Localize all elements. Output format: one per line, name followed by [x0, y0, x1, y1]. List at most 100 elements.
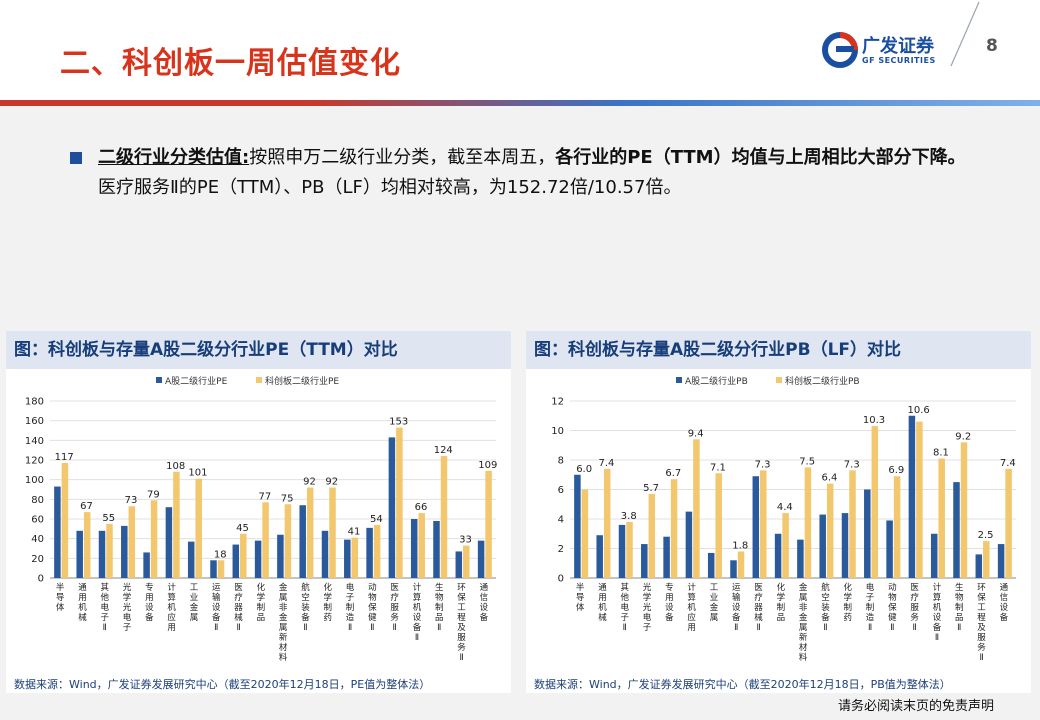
x-tick-label: 化学制药 [843, 582, 852, 623]
x-tick-label: 金属非金属新材料 [799, 582, 808, 663]
disclaimer: 请务必阅读末页的免责声明 [838, 699, 995, 714]
bar-star [1005, 468, 1012, 578]
bar-a-share [864, 489, 871, 578]
bar-star [373, 524, 381, 578]
data-label: 33 [459, 535, 472, 546]
header-divider [950, 1, 980, 67]
bar-star [893, 476, 901, 578]
data-label: 9.2 [955, 431, 971, 442]
bar-star [670, 479, 678, 578]
bar-a-share [187, 541, 195, 578]
y-tick-label: 0 [558, 574, 564, 585]
data-label: 6.9 [888, 465, 904, 476]
bar-a-share [975, 554, 983, 578]
bar-a-share [477, 540, 485, 578]
x-tick-label: 工业金属 [190, 583, 199, 623]
x-tick-label: 动物保健 Ⅱ [888, 582, 897, 633]
logo-text: 广发证券 [862, 36, 934, 57]
company-logo: 广发证券 GF SECURITIES [822, 32, 952, 72]
x-tick-label: 通信设备 [1000, 582, 1009, 623]
bar-star [760, 470, 767, 578]
x-tick-label: 生物制品 Ⅱ [435, 582, 444, 633]
bar-a-share [797, 539, 804, 578]
bar-star [983, 541, 990, 578]
y-tick-label: 160 [25, 416, 44, 427]
data-label: 45 [236, 523, 249, 534]
y-tick-label: 180 [25, 397, 44, 408]
bar-a-share [455, 551, 463, 578]
data-label: 3.8 [621, 511, 637, 522]
data-label: 92 [303, 477, 316, 488]
pe-chart: A股二级行业PE 科创板二级行业PE 0 20 40 60 80 100 120 140 160 18… [25, 375, 497, 663]
bar-star [804, 467, 812, 578]
bar-star [603, 468, 611, 578]
legend-swatch-0 [156, 377, 162, 383]
bar-star [648, 493, 656, 578]
y-tick-label: 6 [558, 485, 564, 496]
data-label: 117 [55, 452, 74, 463]
x-tick-label: 通信设备 [480, 582, 489, 623]
data-label: 18 [214, 549, 227, 560]
bar-star [849, 470, 856, 578]
pe-chart-source: 数据来源：Wind，广发证券发展研究中心（截至2020年12月18日，PE值为整… [14, 678, 431, 691]
bar-a-share [685, 511, 693, 578]
data-label: 7.3 [755, 459, 771, 470]
bar-star [581, 489, 589, 578]
bar-a-share [774, 533, 782, 578]
bar-a-share [143, 552, 150, 578]
pb-chart-box: 图：科创板与存量A股二级分行业PB（LF）对比 A股二级行业PB 科创板二级行业P… [526, 331, 1031, 693]
data-label: 6.7 [665, 468, 681, 479]
bar-star [960, 442, 968, 578]
summary-text-2: 医疗服务Ⅱ的PE（TTM）、PB（LF）均相对较高，为152.72倍/10.57… [98, 177, 682, 198]
bar-a-share [344, 539, 351, 578]
bar-star [440, 456, 448, 578]
data-label: 6.0 [576, 464, 592, 475]
data-label: 124 [434, 445, 453, 456]
y-tick-label: 4 [558, 515, 564, 526]
summary-bold: 各行业的PE（TTM）均值与上周相比大部分下降。 [555, 147, 966, 168]
x-tick-label: 光学光电子 [123, 582, 132, 633]
x-tick-label: 其他电子 Ⅱ [620, 583, 629, 633]
summary-lead: 二级行业分类估值: [98, 147, 250, 168]
data-label: 7.5 [799, 456, 815, 467]
bar-a-share [953, 482, 960, 578]
data-label: 7.3 [844, 459, 860, 470]
bar-star [737, 551, 745, 578]
data-label: 7.1 [710, 462, 726, 473]
bar-star [871, 426, 879, 578]
x-tick-label: 半导体 [576, 582, 585, 613]
bar-star [938, 458, 945, 578]
bar-star [173, 471, 180, 578]
x-tick-label: 航空装备 Ⅱ [301, 582, 310, 633]
x-tick-label: 环保工程及服务 Ⅱ [457, 583, 466, 663]
bar-a-share [321, 530, 329, 578]
pb-chart-title: 图：科创板与存量A股二级分行业PB（LF）对比 [526, 331, 1031, 369]
bar-a-share [908, 415, 916, 578]
bar-star [217, 560, 225, 578]
data-label: 109 [478, 460, 497, 471]
x-tick-label: 计算机设备 Ⅱ [933, 582, 942, 643]
bar-a-share [841, 513, 849, 578]
y-tick-label: 80 [31, 495, 44, 506]
data-label: 92 [325, 477, 338, 488]
bar-a-share [165, 507, 173, 578]
bar-a-share [232, 544, 240, 578]
x-tick-label: 计算机应用 [167, 582, 176, 633]
data-label: 73 [125, 495, 138, 506]
bar-star [306, 487, 314, 578]
bar-a-share [707, 552, 715, 578]
bar-star [284, 504, 292, 578]
bar-star [826, 483, 834, 578]
bar-a-share [76, 530, 83, 578]
data-label: 7.4 [1000, 458, 1016, 469]
legend-swatch-1 [776, 377, 782, 383]
bar-a-share [574, 474, 581, 578]
bar-star [693, 439, 700, 578]
x-tick-label: 医疗服务 Ⅱ [910, 583, 919, 633]
bar-a-share [433, 520, 440, 578]
page-title: 二、科创板一周估值变化 [60, 46, 401, 81]
bar-a-share [299, 505, 306, 578]
bar-star [195, 478, 202, 578]
data-label: 75 [281, 493, 294, 504]
x-tick-label: 环保工程及服务 Ⅱ [977, 583, 986, 663]
